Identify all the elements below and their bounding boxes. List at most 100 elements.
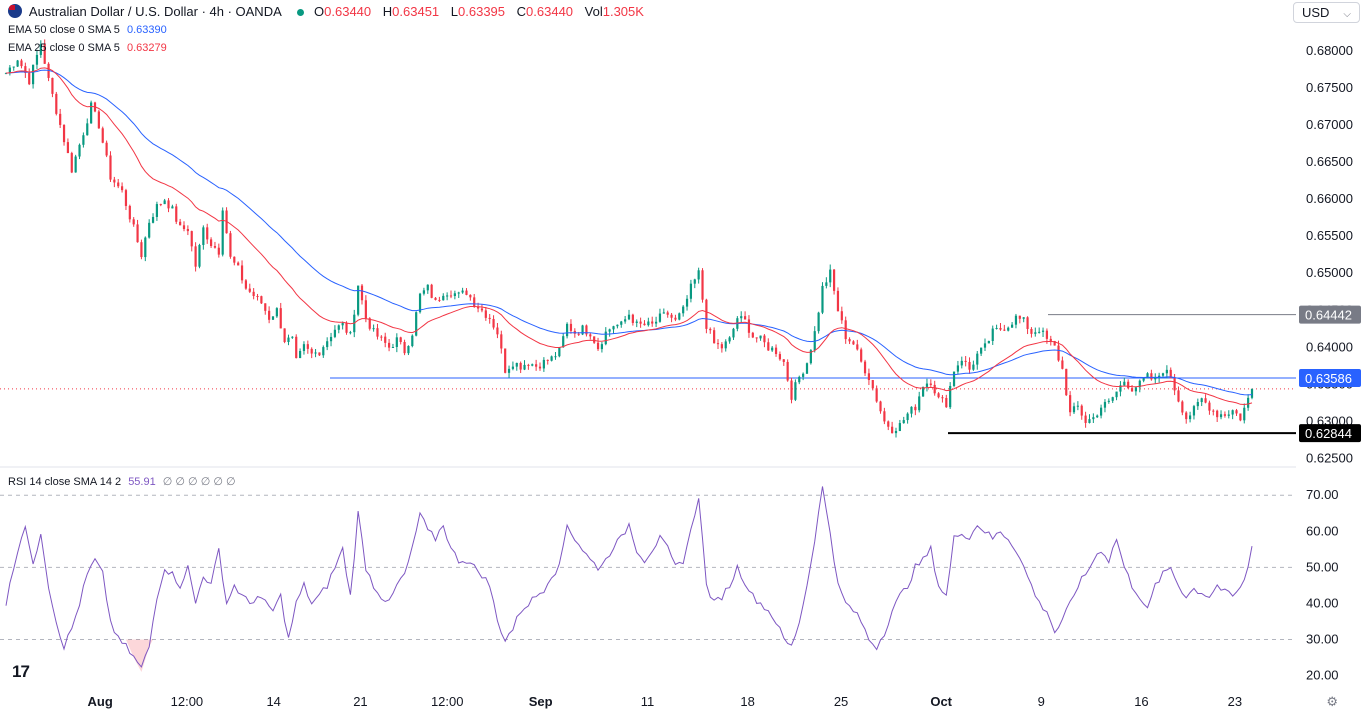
candle[interactable]	[120, 186, 124, 191]
candle[interactable]	[62, 124, 66, 143]
candle[interactable]	[430, 284, 433, 298]
candle[interactable]	[59, 113, 62, 125]
candle[interactable]	[275, 308, 278, 317]
candle[interactable]	[252, 291, 255, 297]
candle[interactable]	[937, 393, 940, 398]
candle[interactable]	[209, 239, 213, 247]
candle[interactable]	[809, 350, 812, 364]
candle[interactable]	[759, 335, 762, 339]
candle[interactable]	[867, 373, 871, 381]
candle[interactable]	[596, 342, 600, 350]
candle[interactable]	[326, 341, 329, 348]
candle[interactable]	[438, 299, 441, 301]
candle[interactable]	[28, 72, 31, 85]
candle[interactable]	[349, 332, 352, 334]
candle[interactable]	[1134, 387, 1138, 392]
candle[interactable]	[1084, 415, 1087, 423]
candle[interactable]	[856, 344, 859, 350]
candle[interactable]	[1049, 338, 1052, 342]
candle[interactable]	[1092, 417, 1095, 420]
candle[interactable]	[1107, 400, 1110, 402]
candle[interactable]	[302, 344, 306, 351]
candle[interactable]	[666, 312, 669, 315]
candle[interactable]	[457, 292, 460, 294]
candle[interactable]	[581, 325, 584, 335]
candle[interactable]	[82, 135, 85, 145]
candle[interactable]	[1235, 410, 1238, 414]
candle[interactable]	[1212, 410, 1215, 412]
candle[interactable]	[1161, 373, 1165, 376]
candle[interactable]	[35, 54, 39, 65]
candle[interactable]	[217, 247, 220, 255]
candle[interactable]	[4, 73, 8, 75]
candle[interactable]	[860, 349, 863, 362]
candle[interactable]	[182, 225, 186, 229]
candle[interactable]	[767, 342, 770, 351]
candle[interactable]	[159, 204, 162, 206]
candle[interactable]	[755, 337, 758, 339]
candle[interactable]	[813, 331, 816, 351]
candle[interactable]	[364, 300, 367, 319]
candle[interactable]	[1026, 317, 1029, 329]
candle[interactable]	[709, 328, 712, 331]
candle[interactable]	[128, 205, 131, 220]
candle[interactable]	[542, 359, 545, 369]
candle[interactable]	[357, 285, 360, 315]
candle[interactable]	[480, 308, 484, 311]
ema25-legend[interactable]: EMA 25 close 0 SMA 5 0.63279	[8, 42, 171, 54]
candle[interactable]	[1018, 315, 1021, 319]
candle[interactable]	[229, 233, 232, 257]
candle[interactable]	[1053, 341, 1056, 346]
candle[interactable]	[1127, 381, 1130, 389]
candle[interactable]	[391, 346, 395, 348]
candle[interactable]	[202, 227, 205, 245]
candle[interactable]	[1138, 380, 1141, 388]
candle[interactable]	[898, 423, 901, 431]
candle[interactable]	[163, 200, 166, 205]
candle[interactable]	[1123, 381, 1126, 386]
candle[interactable]	[1061, 360, 1064, 369]
candle[interactable]	[805, 363, 809, 374]
candle[interactable]	[1200, 398, 1203, 403]
candle[interactable]	[403, 341, 406, 354]
candle[interactable]	[643, 323, 646, 326]
candle[interactable]	[360, 285, 364, 301]
candle[interactable]	[802, 373, 805, 377]
candle[interactable]	[894, 430, 898, 434]
candle[interactable]	[1177, 390, 1180, 402]
candle[interactable]	[175, 206, 178, 222]
candle[interactable]	[496, 327, 499, 335]
candle[interactable]	[55, 93, 58, 114]
candle[interactable]	[306, 344, 309, 349]
candle[interactable]	[844, 320, 847, 340]
candle[interactable]	[1065, 368, 1068, 396]
candle[interactable]	[90, 102, 93, 124]
candle[interactable]	[167, 200, 170, 209]
candle[interactable]	[1208, 402, 1211, 411]
candle[interactable]	[1014, 315, 1018, 325]
candle[interactable]	[233, 256, 236, 263]
candle[interactable]	[1034, 332, 1037, 334]
candle[interactable]	[298, 350, 302, 359]
candle[interactable]	[411, 335, 414, 347]
candle[interactable]	[395, 337, 398, 347]
candle[interactable]	[1057, 345, 1060, 361]
candle[interactable]	[504, 348, 507, 373]
candle[interactable]	[774, 347, 778, 355]
candle[interactable]	[473, 297, 476, 307]
candle[interactable]	[16, 60, 19, 67]
candle[interactable]	[1142, 378, 1145, 381]
candle[interactable]	[271, 316, 275, 320]
candle[interactable]	[980, 347, 983, 354]
candle[interactable]	[689, 283, 693, 299]
candle[interactable]	[283, 328, 286, 342]
candle[interactable]	[538, 366, 542, 369]
candle[interactable]	[1231, 410, 1234, 415]
candle[interactable]	[968, 361, 971, 370]
candle[interactable]	[976, 353, 979, 365]
candle[interactable]	[86, 123, 89, 136]
candle[interactable]	[620, 321, 623, 325]
candle[interactable]	[902, 420, 905, 424]
candle[interactable]	[987, 340, 990, 344]
candle[interactable]	[376, 328, 379, 337]
